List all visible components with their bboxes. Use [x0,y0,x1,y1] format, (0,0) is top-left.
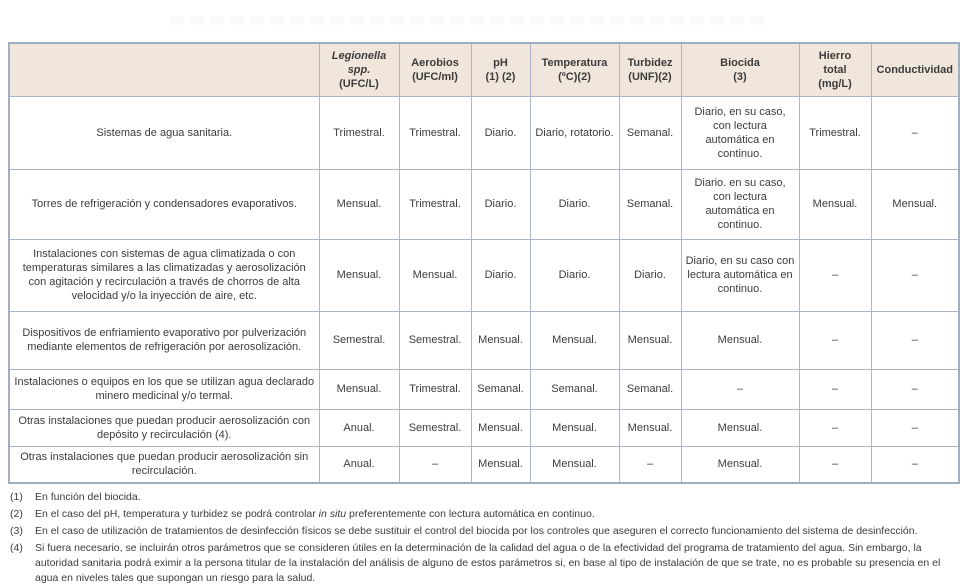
footnotes: (1) En función del biocida. (2) En el ca… [8,490,958,588]
cell: Mensual. [680,445,800,484]
cell: Trimestral. [398,368,472,410]
cell: – [870,368,960,410]
row-label: Torres de refrigeración y condensadores … [8,168,320,240]
cell: Diario. [470,95,531,170]
cell: – [798,368,872,410]
cell: Semestral. [398,408,472,447]
cell: Diario. [529,168,620,240]
cell: Semanal. [529,368,620,410]
cell: Mensual. [618,310,682,370]
cell: Trimestral. [398,95,472,170]
cell: Diario. en su caso, con lectura automáti… [680,168,800,240]
table-row: Dispositivos de enfriamiento evaporativo… [8,310,960,370]
cell: Anual. [318,408,400,447]
footnote-number: (2) [10,508,23,520]
cell: – [870,310,960,370]
cell: Semanal. [470,368,531,410]
table-row: Otras instalaciones que puedan producir … [8,408,960,447]
cell: – [798,238,872,312]
cell: Anual. [318,445,400,484]
cell: – [870,445,960,484]
cell: Diario. [618,238,682,312]
cell: Mensual. [529,445,620,484]
cell: Diario. [529,238,620,312]
cell: Mensual. [870,168,960,240]
cell: Mensual. [680,408,800,447]
cell: Semanal. [618,95,682,170]
table-row: Instalaciones con sistemas de agua clima… [8,238,960,312]
cell: Mensual. [318,368,400,410]
cell: Mensual. [470,445,531,484]
footnote-number: (1) [10,491,23,503]
col-header-turbidez: Turbidez (UNF)(2) [618,42,682,97]
table-row: Otras instalaciones que puedan producir … [8,445,960,484]
col-header-hierro-total: Hierro total (mg/L) [798,42,872,97]
cell: Diario. [470,168,531,240]
cell: – [680,368,800,410]
footnote-text: En función del biocida. [35,491,141,503]
header-row: Legionella spp. (UFC/L) Aerobios (UFC/ml) p… [8,42,960,97]
cell: Semestral. [318,310,400,370]
cell: Mensual. [318,238,400,312]
cell: – [798,310,872,370]
cell: Trimestral. [318,95,400,170]
col-header-ph: pH (1) (2) [470,42,531,97]
cell: Mensual. [470,408,531,447]
cell: Mensual. [680,310,800,370]
footnote-text: En el caso del pH, temperatura y turbide… [35,508,595,520]
cell: Diario, en su caso, con lectura automáti… [680,95,800,170]
table-row: Instalaciones o equipos en los que se ut… [8,368,960,410]
footnote-text: Si fuera necesario, se incluirán otros p… [35,542,941,584]
footnote-2: (2) En el caso del pH, temperatura y tur… [8,507,958,522]
cell: Mensual. [618,408,682,447]
footnote-text: En el caso de utilización de tratamiento… [35,525,918,537]
cell: Mensual. [318,168,400,240]
col-header-aerobios: Aerobios (UFC/ml) [398,42,472,97]
cell: – [870,238,960,312]
cell: Semanal. [618,368,682,410]
table-row: Sistemas de agua sanitaria. Trimestral. … [8,95,960,170]
monitoring-frequency-table-container: Legionella spp. (UFC/L) Aerobios (UFC/ml) p… [8,42,960,484]
cell: – [798,408,872,447]
cell: – [870,95,960,170]
footnote-3: (3) En el caso de utilización de tratami… [8,524,958,539]
row-label: Instalaciones o equipos en los que se ut… [8,368,320,410]
cell: – [870,408,960,447]
monitoring-frequency-table: Legionella spp. (UFC/L) Aerobios (UFC/ml) p… [8,42,960,484]
footnote-number: (4) [10,542,23,554]
cell: Mensual. [470,310,531,370]
cell: Trimestral. [398,168,472,240]
col-header-installation [8,42,320,97]
cell: – [798,445,872,484]
cell: Diario. [470,238,531,312]
cell: Diario, en su caso con lectura automátic… [680,238,800,312]
cell: Mensual. [529,310,620,370]
cell: Trimestral. [798,95,872,170]
cell: Mensual. [798,168,872,240]
footnote-number: (3) [10,525,23,537]
cell: Mensual. [398,238,472,312]
col-header-temperatura: Temperatura (ºC)(2) [529,42,620,97]
col-header-legionella: Legionella spp. (UFC/L) [318,42,400,97]
cell: Diario, rotatorio. [529,95,620,170]
cell: Semestral. [398,310,472,370]
cell: Semanal. [618,168,682,240]
footnote-4: (4) Si fuera necesario, se incluirán otr… [8,541,958,586]
row-label: Sistemas de agua sanitaria. [8,95,320,170]
row-label: Otras instalaciones que puedan producir … [8,445,320,484]
footnote-1: (1) En función del biocida. [8,490,958,505]
row-label: Dispositivos de enfriamiento evaporativo… [8,310,320,370]
cell: – [398,445,472,484]
cell: Mensual. [529,408,620,447]
cell: – [618,445,682,484]
faded-cropped-text [170,16,770,25]
table-row: Torres de refrigeración y condensadores … [8,168,960,240]
row-label: Otras instalaciones que puedan producir … [8,408,320,447]
row-label: Instalaciones con sistemas de agua clima… [8,238,320,312]
col-header-conductividad: Conductividad [870,42,960,97]
col-header-biocida: Biocida (3) [680,42,800,97]
